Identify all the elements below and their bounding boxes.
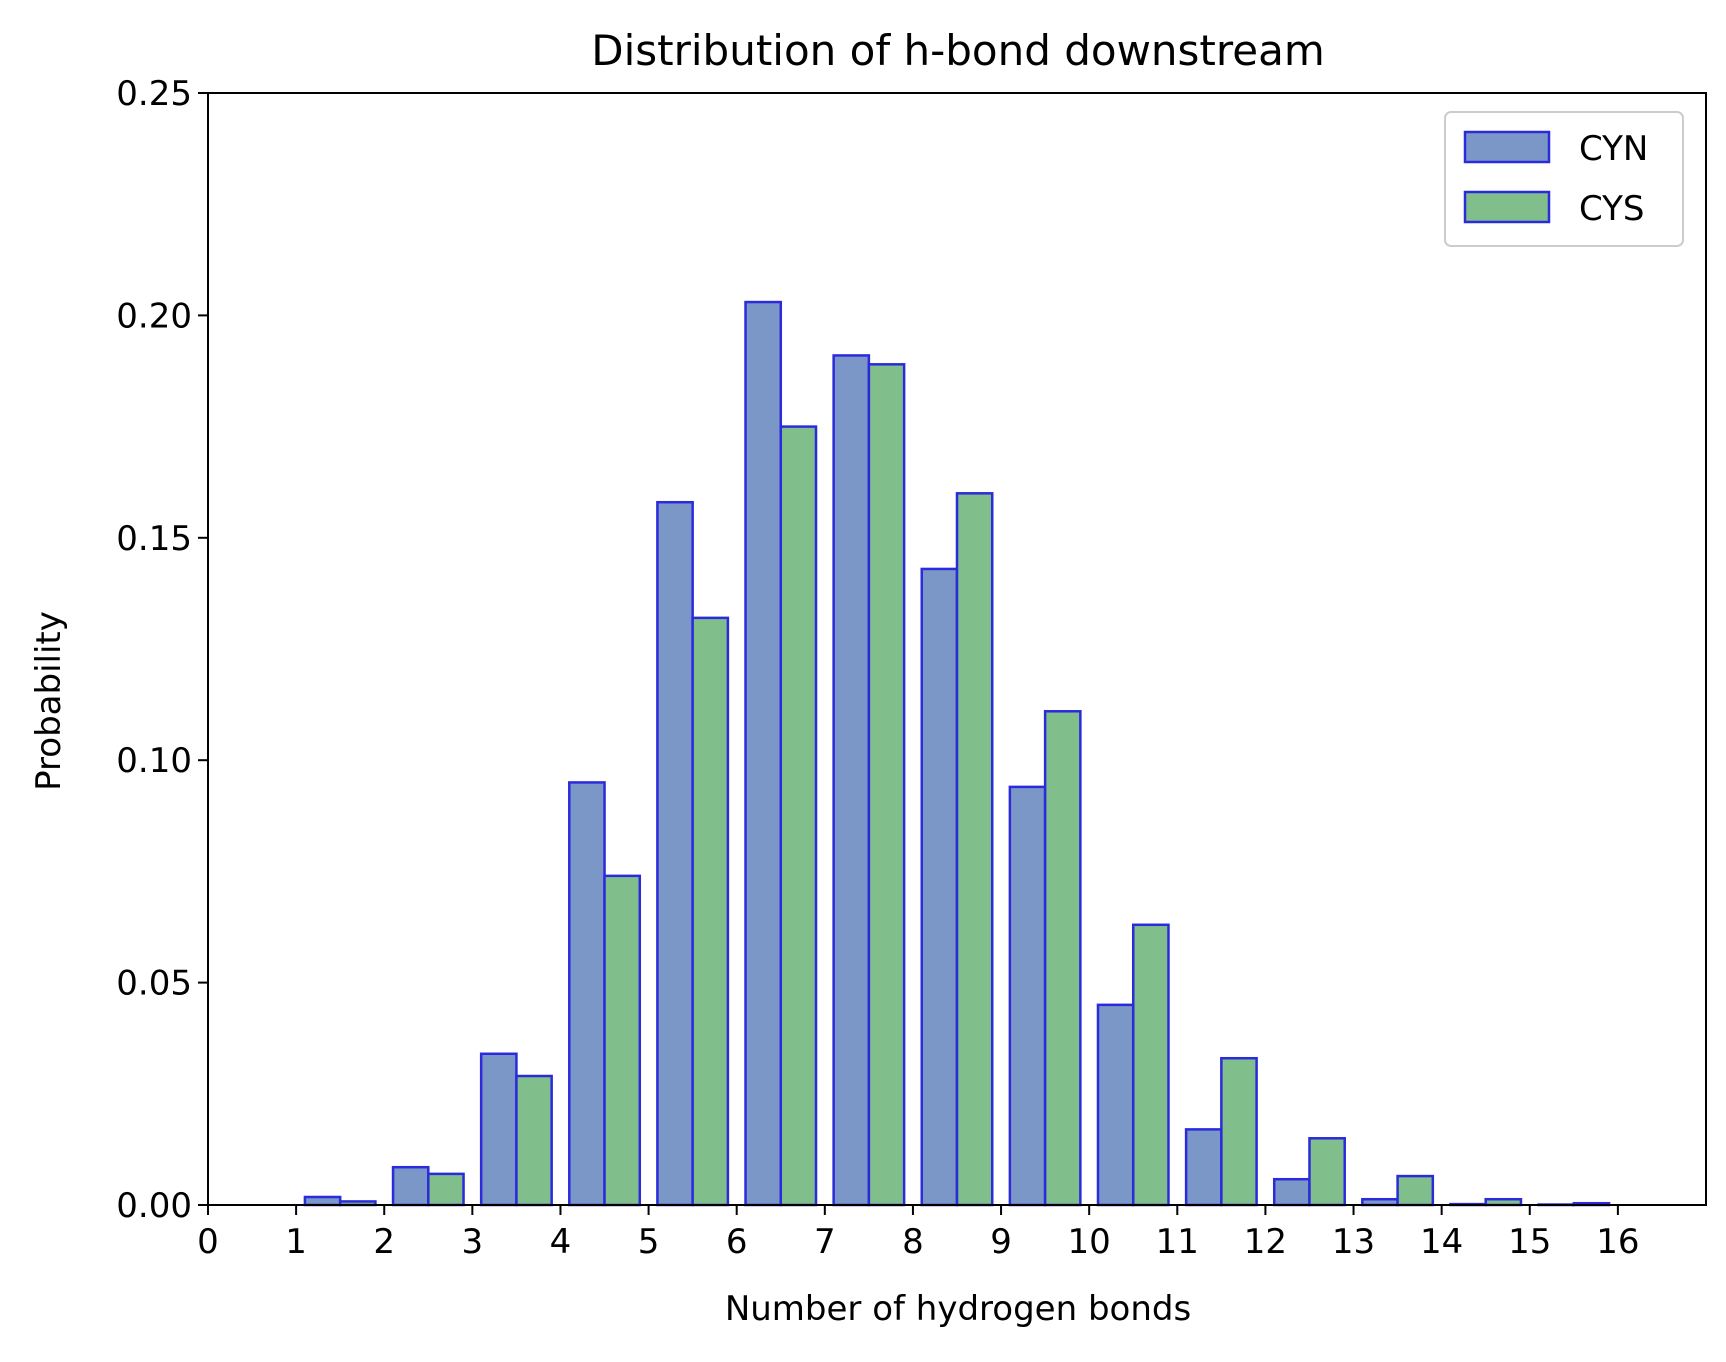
legend-swatch-cys <box>1465 192 1549 222</box>
legend-label-cys: CYS <box>1579 189 1645 229</box>
y-axis-label: Probability <box>29 611 69 791</box>
bar-cys-12 <box>1309 1138 1344 1205</box>
x-axis-label: Number of hydrogen bonds <box>725 1289 1191 1329</box>
x-tick-label: 6 <box>726 1222 748 1262</box>
y-tick-label: 0.00 <box>116 1186 192 1226</box>
bar-cyn-7 <box>834 355 869 1205</box>
x-tick-label: 11 <box>1156 1222 1199 1262</box>
bar-cyn-10 <box>1098 1005 1133 1205</box>
bar-cyn-12 <box>1274 1179 1309 1205</box>
y-tick-label: 0.05 <box>116 964 192 1004</box>
x-tick-label: 7 <box>814 1222 836 1262</box>
x-tick-label: 8 <box>902 1222 924 1262</box>
x-tick-label: 2 <box>373 1222 395 1262</box>
bar-cyn-9 <box>1010 787 1045 1205</box>
bar-cyn-1 <box>305 1197 340 1205</box>
bar-cys-6 <box>781 427 816 1205</box>
x-tick-label: 15 <box>1508 1222 1551 1262</box>
bar-cys-7 <box>869 364 904 1205</box>
bar-cyn-6 <box>746 302 781 1205</box>
x-tick-label: 3 <box>462 1222 484 1262</box>
x-tick-label: 14 <box>1420 1222 1463 1262</box>
bar-cys-8 <box>957 493 992 1205</box>
y-tick-label: 0.10 <box>116 741 192 781</box>
bar-cys-4 <box>605 876 640 1205</box>
x-tick-label: 12 <box>1244 1222 1287 1262</box>
bar-cys-5 <box>693 618 728 1205</box>
bar-cys-13 <box>1398 1176 1433 1205</box>
x-tick-label: 5 <box>638 1222 660 1262</box>
bar-cys-11 <box>1221 1058 1256 1205</box>
bar-cys-9 <box>1045 711 1080 1205</box>
legend-swatch-cyn <box>1465 132 1549 162</box>
bar-cys-2 <box>428 1174 463 1205</box>
x-tick-label: 16 <box>1596 1222 1639 1262</box>
x-tick-label: 4 <box>550 1222 572 1262</box>
y-tick-label: 0.25 <box>116 74 192 114</box>
bar-cyn-5 <box>657 502 692 1205</box>
bar-cyn-11 <box>1186 1129 1221 1205</box>
chart-title: Distribution of h-bond downstream <box>591 26 1324 75</box>
y-tick-label: 0.15 <box>116 519 192 559</box>
bar-cyn-4 <box>569 782 604 1205</box>
legend-label-cyn: CYN <box>1579 129 1648 169</box>
bar-cys-3 <box>516 1076 551 1205</box>
x-tick-label: 0 <box>197 1222 219 1262</box>
bar-cyn-8 <box>922 569 957 1205</box>
bar-cys-10 <box>1133 925 1168 1205</box>
bar-cyn-2 <box>393 1167 428 1205</box>
y-tick-label: 0.20 <box>116 296 192 336</box>
x-tick-label: 10 <box>1068 1222 1111 1262</box>
x-tick-label: 1 <box>285 1222 307 1262</box>
bar-cyn-3 <box>481 1054 516 1205</box>
x-tick-label: 13 <box>1332 1222 1375 1262</box>
x-tick-label: 9 <box>990 1222 1012 1262</box>
legend: CYN CYS <box>1445 112 1683 246</box>
